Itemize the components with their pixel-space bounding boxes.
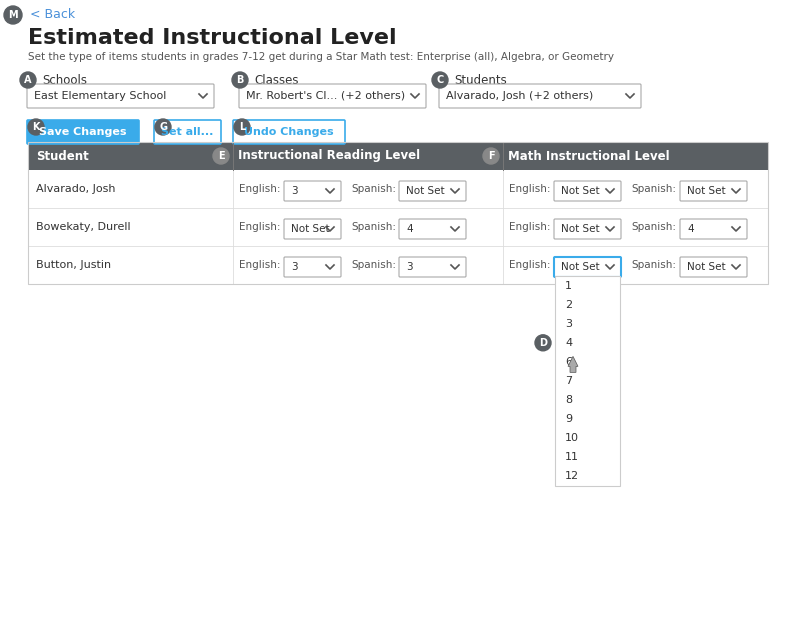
Text: 7: 7 xyxy=(565,376,572,386)
FancyBboxPatch shape xyxy=(680,257,747,277)
Text: K: K xyxy=(33,122,40,132)
Text: English:: English: xyxy=(509,260,551,270)
Text: 3: 3 xyxy=(565,319,572,329)
FancyBboxPatch shape xyxy=(284,219,341,239)
Text: C: C xyxy=(436,75,443,85)
FancyBboxPatch shape xyxy=(27,84,214,108)
Text: Mr. Robert's Cl... (+2 others): Mr. Robert's Cl... (+2 others) xyxy=(246,91,405,101)
Text: Spanish:: Spanish: xyxy=(351,260,396,270)
FancyBboxPatch shape xyxy=(239,84,426,108)
Circle shape xyxy=(432,72,448,88)
Text: Button, Justin: Button, Justin xyxy=(36,260,111,270)
Text: Not Set: Not Set xyxy=(561,186,599,196)
Text: Spanish:: Spanish: xyxy=(631,184,676,194)
FancyBboxPatch shape xyxy=(399,257,466,277)
Text: Student: Student xyxy=(36,149,88,163)
Text: A: A xyxy=(24,75,32,85)
Text: Spanish:: Spanish: xyxy=(351,184,396,194)
Text: English:: English: xyxy=(509,222,551,232)
Text: D: D xyxy=(539,338,547,348)
Text: Classes: Classes xyxy=(254,74,298,86)
Text: Schools: Schools xyxy=(42,74,87,86)
FancyBboxPatch shape xyxy=(28,142,768,170)
Text: Math Instructional Level: Math Instructional Level xyxy=(508,149,669,163)
Text: English:: English: xyxy=(239,222,280,232)
FancyBboxPatch shape xyxy=(555,276,620,486)
FancyBboxPatch shape xyxy=(28,170,768,208)
Polygon shape xyxy=(568,356,578,372)
Text: Students: Students xyxy=(454,74,507,86)
Text: M: M xyxy=(8,10,18,20)
Circle shape xyxy=(483,148,499,164)
Text: 3: 3 xyxy=(406,262,412,272)
Text: Set all...: Set all... xyxy=(162,127,213,137)
Circle shape xyxy=(28,119,44,135)
Text: English:: English: xyxy=(239,184,280,194)
FancyBboxPatch shape xyxy=(233,120,345,144)
Text: Undo Changes: Undo Changes xyxy=(244,127,334,137)
Text: 1: 1 xyxy=(565,281,572,291)
Text: Not Set: Not Set xyxy=(561,262,599,272)
Circle shape xyxy=(4,6,22,24)
Text: B: B xyxy=(236,75,244,85)
Text: Alvarado, Josh: Alvarado, Josh xyxy=(36,184,115,194)
FancyBboxPatch shape xyxy=(680,181,747,201)
Text: English:: English: xyxy=(509,184,551,194)
Text: Not Set: Not Set xyxy=(291,224,330,234)
Circle shape xyxy=(155,119,171,135)
Text: E: E xyxy=(217,151,224,161)
Circle shape xyxy=(232,72,248,88)
Text: Spanish:: Spanish: xyxy=(631,222,676,232)
FancyBboxPatch shape xyxy=(28,246,768,284)
Text: 3: 3 xyxy=(291,186,298,196)
FancyBboxPatch shape xyxy=(554,219,621,239)
Text: Save Changes: Save Changes xyxy=(39,127,127,137)
Text: Alvarado, Josh (+2 others): Alvarado, Josh (+2 others) xyxy=(446,91,593,101)
Circle shape xyxy=(20,72,36,88)
Circle shape xyxy=(234,119,250,135)
FancyBboxPatch shape xyxy=(554,181,621,201)
Text: Not Set: Not Set xyxy=(561,224,599,234)
FancyBboxPatch shape xyxy=(680,219,747,239)
FancyBboxPatch shape xyxy=(28,208,768,246)
Text: 8: 8 xyxy=(565,395,572,405)
Text: Estimated Instructional Level: Estimated Instructional Level xyxy=(28,28,396,48)
Text: < Back: < Back xyxy=(30,8,75,22)
Text: East Elementary School: East Elementary School xyxy=(34,91,166,101)
Text: 4: 4 xyxy=(406,224,412,234)
Text: G: G xyxy=(159,122,167,132)
Text: 4: 4 xyxy=(687,224,693,234)
FancyBboxPatch shape xyxy=(284,181,341,201)
Circle shape xyxy=(213,148,229,164)
Text: Set the type of items students in grades 7-12 get during a Star Math test: Enter: Set the type of items students in grades… xyxy=(28,52,614,62)
Text: Instructional Reading Level: Instructional Reading Level xyxy=(238,149,420,163)
Text: F: F xyxy=(488,151,494,161)
FancyBboxPatch shape xyxy=(399,219,466,239)
Text: Spanish:: Spanish: xyxy=(631,260,676,270)
Text: 10: 10 xyxy=(565,433,579,443)
FancyBboxPatch shape xyxy=(439,84,641,108)
FancyBboxPatch shape xyxy=(284,257,341,277)
Text: Not Set: Not Set xyxy=(687,186,726,196)
Text: 6: 6 xyxy=(565,357,572,367)
Text: 9: 9 xyxy=(565,414,572,424)
FancyBboxPatch shape xyxy=(154,120,221,144)
FancyBboxPatch shape xyxy=(27,120,139,144)
Text: Bowekaty, Durell: Bowekaty, Durell xyxy=(36,222,131,232)
Text: Not Set: Not Set xyxy=(406,186,445,196)
Text: Spanish:: Spanish: xyxy=(351,222,396,232)
Text: 4: 4 xyxy=(565,338,572,348)
Text: English:: English: xyxy=(239,260,280,270)
Circle shape xyxy=(535,335,551,351)
Text: 2: 2 xyxy=(565,300,572,310)
FancyBboxPatch shape xyxy=(554,257,621,277)
Text: Not Set: Not Set xyxy=(687,262,726,272)
Text: 12: 12 xyxy=(565,471,579,481)
FancyBboxPatch shape xyxy=(399,181,466,201)
Text: L: L xyxy=(239,122,245,132)
Text: 3: 3 xyxy=(291,262,298,272)
Text: 11: 11 xyxy=(565,452,579,462)
